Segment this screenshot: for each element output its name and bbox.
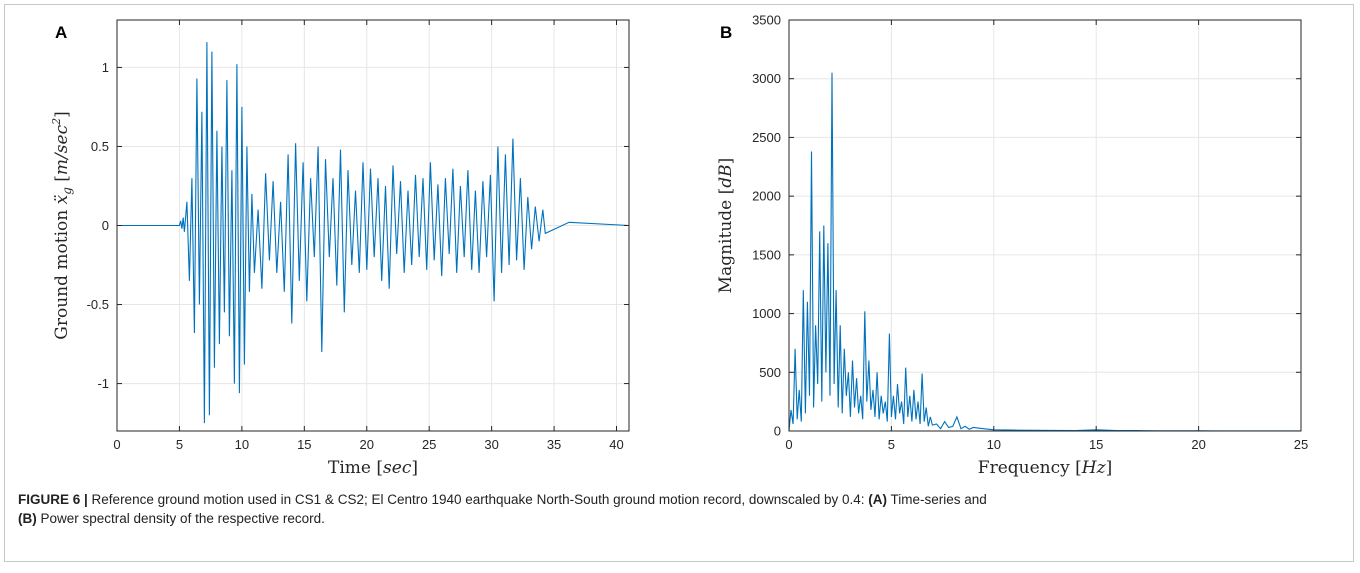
b-y-tick-label: 3000 [752, 71, 781, 86]
panel-a-letter: A [55, 23, 67, 42]
b-y-tick-label: 1500 [752, 247, 781, 262]
panel-a-y-label-unit-exponent: 2 [50, 118, 63, 126]
panel-b-y-ticks: 0 500 1000 1500 2000 2500 3000 3500 [752, 13, 1301, 439]
panel-b-axes-box [788, 19, 1302, 432]
caption-figure-label: FIGURE 6 | [18, 492, 88, 507]
b-x-tick-label: 20 [1191, 437, 1205, 452]
panel-a-y-label-text: Ground motion [52, 210, 72, 340]
figure-charts: A 0 5 10 15 20 25 30 35 40 -1-0.500.51 Time [sec… [50, 13, 1308, 479]
a-x-tick-label: 5 [176, 437, 183, 452]
panel-a-x-label-text: Time [328, 458, 371, 478]
b-y-tick-label: 2000 [752, 189, 781, 204]
panel-a-x-label-bracket-open: [ [376, 458, 383, 478]
panel-b-x-label-text: Frequency [978, 458, 1070, 478]
caption-text-1: Reference ground motion used in CS1 & CS… [87, 492, 869, 507]
b-x-tick-label: 25 [1294, 437, 1308, 452]
figure-frame [4, 4, 1354, 562]
panel-b-magnitude-line [788, 72, 1301, 432]
panel-a-y-label-unit: m/sec [52, 124, 72, 175]
panel-b-letter: B [720, 23, 732, 42]
b-y-tick-label: 0 [774, 424, 781, 439]
a-y-tick-label: 0.5 [91, 139, 109, 154]
a-y-tick-label: -0.5 [87, 297, 109, 312]
a-x-tick-label: 0 [113, 437, 120, 452]
a-y-tick-label: -1 [97, 376, 109, 391]
panel-a-y-axis-label: Ground motion ẍg [m/sec2] [50, 111, 74, 339]
a-x-tick-label: 30 [484, 437, 498, 452]
figure-caption: FIGURE 6 | Reference ground motion used … [18, 490, 1338, 528]
b-y-tick-label: 1000 [752, 306, 781, 321]
panel-b-y-label-bracket-close: ] [716, 158, 736, 165]
panel-a-y-label-symbol: ẍ [52, 194, 72, 204]
a-x-tick-label: 15 [297, 437, 311, 452]
b-x-tick-label: 15 [1089, 437, 1103, 452]
panel-b-chart: B 0 5 10 15 20 25 0 500 1000 1500 2000 2500 3000 350… [716, 13, 1308, 479]
a-x-tick-label: 10 [235, 437, 249, 452]
panel-a-x-ticks: 0 5 10 15 20 25 30 35 40 [113, 20, 624, 452]
panel-a-chart: A 0 5 10 15 20 25 30 35 40 -1-0.500.51 Time [sec… [50, 19, 630, 478]
panel-b-x-ticks: 0 5 10 15 20 25 [785, 20, 1308, 452]
b-x-tick-label: 0 [785, 437, 792, 452]
b-x-tick-label: 10 [987, 437, 1001, 452]
panel-a-y-label-subscript: g [60, 187, 74, 195]
a-x-tick-label: 35 [547, 437, 561, 452]
panel-b-x-axis-label: Frequency [Hz] [978, 458, 1112, 478]
b-y-tick-label: 3500 [752, 13, 781, 28]
panel-b-x-label-unit: Hz [1081, 458, 1107, 478]
b-y-tick-label: 2500 [752, 130, 781, 145]
panel-b-y-label-text: Magnitude [716, 200, 736, 294]
caption-text-3: Power spectral density of the respective… [36, 511, 325, 526]
b-x-tick-label: 5 [888, 437, 895, 452]
a-x-tick-label: 25 [422, 437, 436, 452]
caption-label-b: (B) [18, 511, 37, 526]
panel-a-y-label-bracket-close: ] [52, 111, 72, 118]
a-x-tick-label: 20 [360, 437, 374, 452]
panel-a-x-label-unit: sec [383, 458, 412, 478]
panel-b-x-label-bracket-close: ] [1106, 458, 1113, 478]
panel-a-y-ticks: -1 -0.5 0 0.5 1 [87, 60, 629, 391]
panel-a-ground-motion-line [117, 42, 630, 424]
panel-b-y-label-unit: dB [716, 164, 736, 187]
panel-b-y-axis-label: Magnitude [dB] [716, 158, 736, 294]
panel-b-x-label-bracket-open: [ [1075, 458, 1082, 478]
a-x-tick-label: 40 [609, 437, 623, 452]
a-y-tick-label: 0 [102, 218, 109, 233]
panel-b-y-label-bracket-open: [ [716, 188, 736, 195]
panel-a-x-label-bracket-close: ] [411, 458, 418, 478]
panel-a-x-axis-label: Time [sec] [328, 458, 418, 478]
caption-text-2: Time-series and [887, 492, 987, 507]
b-y-tick-label: 500 [759, 365, 781, 380]
caption-label-a: (A) [868, 492, 888, 507]
panel-a-y-label-bracket-open: [ [52, 175, 72, 187]
a-y-tick-label: 1 [102, 60, 109, 75]
